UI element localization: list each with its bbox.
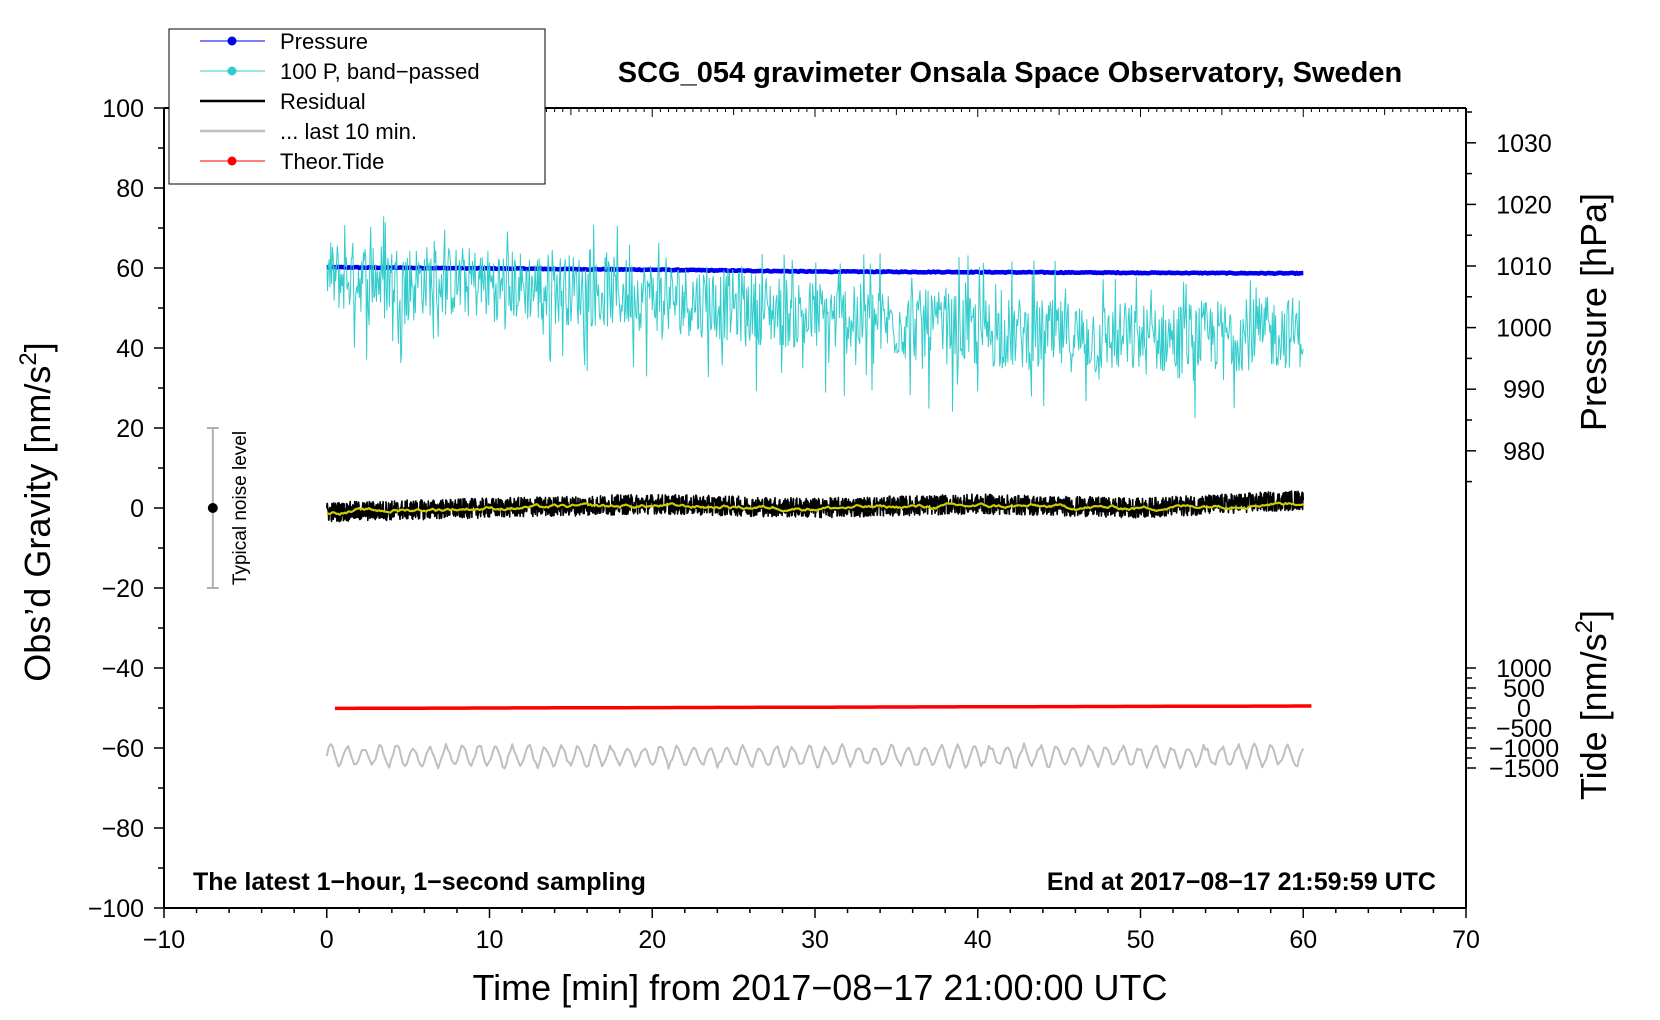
tide-tick-label: 0 bbox=[1517, 695, 1531, 723]
legend: Pressure 100 P, band−passed Residual ... la… bbox=[168, 28, 546, 185]
y-tick-label: 40 bbox=[116, 335, 144, 363]
tide-tick-label: −500 bbox=[1496, 715, 1552, 743]
x-axis: −10 0 10 20 30 40 50 60 70 bbox=[143, 908, 1480, 954]
tide-tick-label: −1500 bbox=[1489, 755, 1559, 783]
tide-tick-label: 1000 bbox=[1496, 655, 1552, 683]
pressure-tick-label: 1010 bbox=[1496, 253, 1552, 281]
y-axis-label-tide-sup: 2 bbox=[1571, 620, 1598, 633]
x-axis-label: Time [min] from 2017−08−17 21:00:00 UTC bbox=[472, 967, 1167, 1008]
legend-label-residual: Residual bbox=[280, 89, 366, 114]
series-residual bbox=[326, 490, 1305, 523]
pressure-tick-label: 1000 bbox=[1496, 315, 1552, 343]
y-axis-label-tide-main: Tide [nm/s bbox=[1573, 633, 1614, 800]
y-tick-label: 60 bbox=[116, 255, 144, 283]
x-tick-label: 20 bbox=[638, 926, 666, 954]
legend-marker-100-p-band-passed bbox=[227, 66, 237, 76]
series-last-10-min bbox=[325, 742, 1305, 770]
series-line-last-10-min bbox=[325, 742, 1305, 770]
legend-marker-pressure bbox=[227, 36, 237, 46]
y-axis-label-tide: Tide [nm/s2] bbox=[1571, 610, 1614, 800]
y-axis-label-gravity-sup: 2 bbox=[15, 352, 42, 365]
x-tick-label: 30 bbox=[801, 926, 829, 954]
noise-level-indicator: Typical noise level bbox=[206, 427, 251, 589]
y-tick-label: 20 bbox=[116, 415, 144, 443]
y-axis-label-gravity-main: Obs’d Gravity [nm/s bbox=[17, 366, 58, 682]
y-tick-label: −40 bbox=[102, 655, 144, 683]
noise-bar-center-dot bbox=[207, 503, 218, 513]
pressure-tick-label: 1020 bbox=[1496, 191, 1552, 219]
series-100-p-band-passed bbox=[326, 216, 1304, 419]
y-tick-label: −100 bbox=[88, 895, 144, 923]
tide-tick-label: −1000 bbox=[1489, 735, 1559, 763]
legend-marker-theor-tide bbox=[227, 156, 237, 166]
note-end-time: End at 2017−08−17 21:59:59 UTC bbox=[1047, 868, 1436, 896]
series-line-100-p-band-passed bbox=[326, 216, 1304, 419]
y-axis-label-pressure: Pressure [hPa] bbox=[1573, 193, 1614, 431]
x-tick-label: 50 bbox=[1127, 926, 1155, 954]
legend-label-last-10-min: ... last 10 min. bbox=[280, 119, 417, 144]
legend-label-100-p-band-passed: 100 P, band−passed bbox=[280, 59, 480, 84]
legend-label-pressure: Pressure bbox=[280, 29, 368, 54]
y-tick-label: 80 bbox=[116, 175, 144, 203]
x-tick-label: −10 bbox=[143, 926, 185, 954]
y-tick-label: −20 bbox=[102, 575, 144, 603]
x-tick-label: 10 bbox=[476, 926, 504, 954]
y-axis-pressure: 980 990 1000 1010 1020 1030 bbox=[1466, 111, 1552, 483]
note-sampling: The latest 1−hour, 1−second sampling bbox=[193, 868, 646, 896]
series-line-theor-tide bbox=[334, 704, 1312, 711]
y-axis-label-tide-end: ] bbox=[1573, 610, 1614, 620]
series-line-residual bbox=[326, 490, 1305, 523]
y-tick-label: 100 bbox=[102, 95, 144, 123]
chart-title: SCG_054 gravimeter Onsala Space Observat… bbox=[618, 57, 1402, 89]
x-tick-label: 40 bbox=[964, 926, 992, 954]
series-layer bbox=[325, 216, 1312, 770]
pressure-tick-label: 1030 bbox=[1496, 130, 1552, 158]
y-tick-label: −60 bbox=[102, 735, 144, 763]
y-tick-label: −80 bbox=[102, 815, 144, 843]
pressure-tick-label: 990 bbox=[1503, 376, 1545, 404]
tide-tick-label: 500 bbox=[1503, 675, 1545, 703]
pressure-tick-label: 980 bbox=[1503, 438, 1545, 466]
series-residual-smoothed bbox=[326, 501, 1304, 516]
series-theor-tide bbox=[334, 704, 1312, 711]
y-tick-label: 0 bbox=[130, 495, 144, 523]
legend-label-theor-tide: Theor.Tide bbox=[280, 149, 384, 174]
x-tick-label: 70 bbox=[1452, 926, 1480, 954]
x-tick-label: 0 bbox=[320, 926, 334, 954]
y-axis-label-gravity-end: ] bbox=[17, 342, 58, 352]
series-line-residual-smoothed bbox=[326, 501, 1304, 516]
y-axis-gravity: −100 −80 −60 −40 −20 0 20 40 60 80 100 bbox=[88, 95, 164, 923]
noise-level-label: Typical noise level bbox=[230, 431, 251, 585]
y-axis-label-gravity: Obs’d Gravity [nm/s2] bbox=[15, 342, 58, 681]
x-tick-label: 60 bbox=[1289, 926, 1317, 954]
